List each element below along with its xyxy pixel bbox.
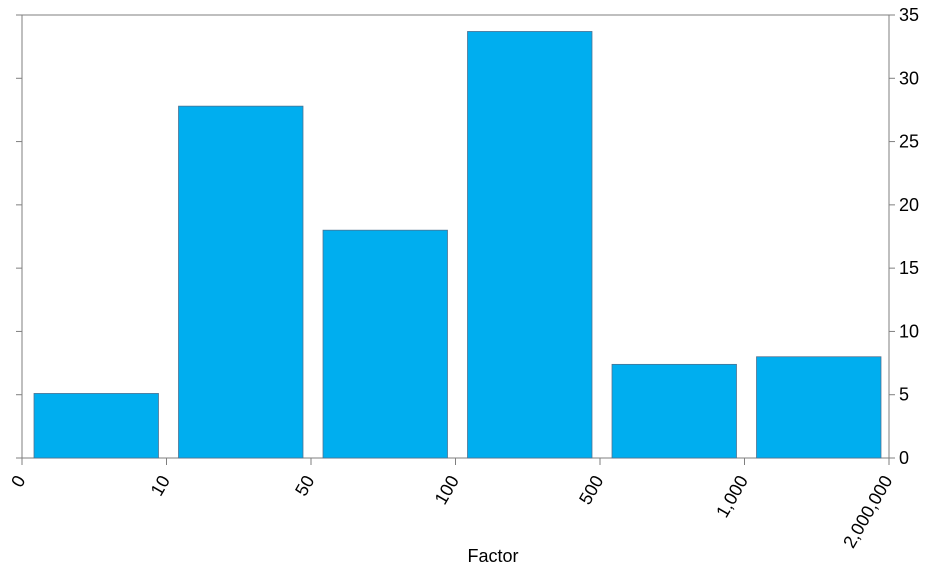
x-tick-label: 50 bbox=[291, 472, 318, 499]
x-ticks bbox=[21, 458, 890, 465]
y-tick-label: 15 bbox=[899, 258, 919, 278]
x-tick-label: 2,000,000 bbox=[839, 472, 896, 551]
y-tick-label: 30 bbox=[899, 68, 919, 88]
x-tick-label: 10 bbox=[147, 472, 174, 499]
y-tick-label: 25 bbox=[899, 132, 919, 152]
x-tick-label: 100 bbox=[431, 472, 463, 508]
x-axis-title: Factor bbox=[467, 546, 518, 566]
y-tick-label: 20 bbox=[899, 195, 919, 215]
bar-10–50 bbox=[178, 105, 304, 459]
x-tick-label: 1,000 bbox=[712, 472, 752, 521]
y-ticks bbox=[16, 14, 895, 459]
x-tick-labels: 0 10 50 100 500 1,000 2,000,000 bbox=[7, 472, 896, 551]
y-tick-label: 0 bbox=[899, 448, 909, 468]
y-tick-label: 5 bbox=[899, 385, 909, 405]
y-tick-labels: 0 5 10 15 20 25 30 35 bbox=[899, 5, 919, 468]
bar-100–500 bbox=[467, 31, 593, 459]
bars bbox=[33, 31, 882, 459]
bar-1,000–2,000,000 bbox=[756, 356, 882, 459]
y-tick-label: 35 bbox=[899, 5, 919, 25]
bar-50–100 bbox=[322, 229, 448, 459]
x-tick-label: 0 bbox=[7, 472, 29, 491]
bar-500–1,000 bbox=[611, 363, 737, 459]
bar-0–10 bbox=[33, 393, 159, 459]
x-tick-label: 500 bbox=[575, 472, 607, 508]
y-tick-label: 10 bbox=[899, 321, 919, 341]
